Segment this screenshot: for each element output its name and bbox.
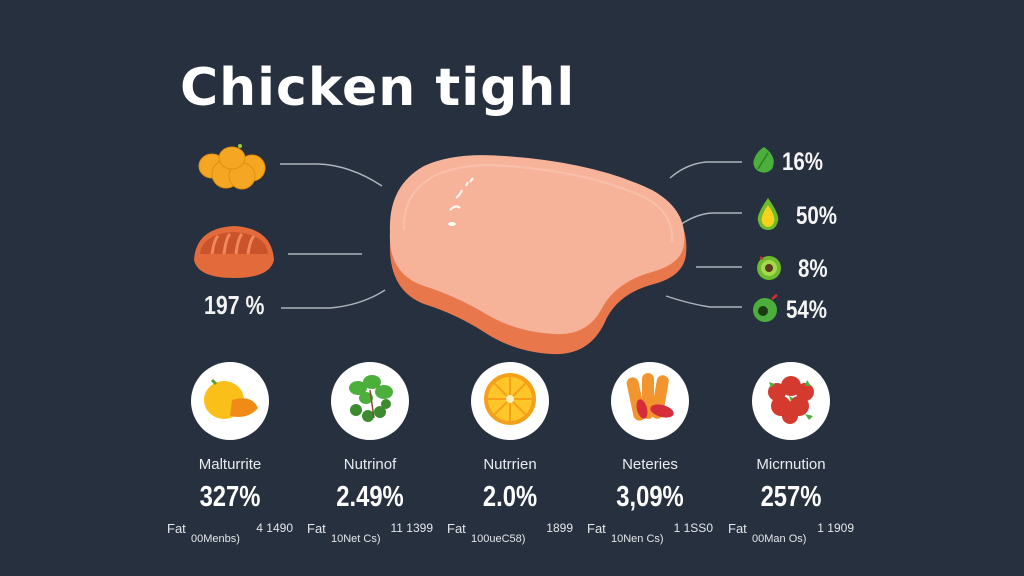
card-value: 3,09% <box>616 481 684 513</box>
card-subtext: 00Menbs) <box>191 533 240 545</box>
nutrient-card: Malturrite 327% Fat 4 1490 00Menbs) <box>155 362 305 547</box>
bread-loaf-icon <box>192 224 276 280</box>
card-label: Micrnution <box>756 456 826 473</box>
dried-apricot-icon <box>196 142 268 194</box>
card-label: Neteries <box>622 456 678 473</box>
chicken-thigh-illustration <box>384 154 694 364</box>
card-fat-value: 4 1490 <box>256 521 293 535</box>
card-subtext: 10Net Cs) <box>331 533 381 545</box>
green-pepper-icon <box>752 293 780 328</box>
leaf-icon <box>752 145 776 180</box>
nutrient-card: Neteries 3,09% Fat 1 1SS0 10Nen Cs) <box>575 362 725 547</box>
card-fat-label: Fat <box>307 521 326 536</box>
card-icon-circle <box>611 362 689 440</box>
right-percentage-leaf: 16% <box>782 148 824 176</box>
card-subtext: 100ueC58) <box>471 533 526 545</box>
right-callout-pepper: 54% <box>752 293 836 328</box>
card-fat-value: 1 1909 <box>817 521 854 535</box>
raspberry-icon <box>761 372 821 431</box>
card-subtext: 10Nen Cs) <box>611 533 664 545</box>
avocado-icon <box>756 253 782 286</box>
right-percentage-oil: 50% <box>796 202 838 230</box>
nutrient-card: Nutrrien 2.0% Fat 1899 100ueC58) <box>435 362 585 547</box>
card-fat-label: Fat <box>587 521 606 536</box>
oil-drop-icon <box>756 197 780 236</box>
right-percentage-pepper: 54% <box>786 296 828 324</box>
card-meta: Fat 1 1909 00Man Os) <box>728 521 854 547</box>
card-fat-value: 1 1SS0 <box>673 521 713 535</box>
herbs-icon <box>340 372 400 431</box>
left-percentage-label: 197 % <box>204 290 265 320</box>
card-value: 257% <box>760 481 822 513</box>
card-value: 2.0% <box>482 481 538 513</box>
card-fat-label: Fat <box>728 521 747 536</box>
card-meta: Fat 4 1490 00Menbs) <box>167 521 293 547</box>
right-callout-oil: 50% <box>756 197 846 236</box>
right-callout-avocado: 8% <box>756 253 834 286</box>
card-fat-label: Fat <box>447 521 466 536</box>
nutrient-card: Nutrinof 2.49% Fat 11 1399 10Net Cs) <box>295 362 445 547</box>
card-meta: Fat 1899 100ueC58) <box>447 521 573 547</box>
card-label: Malturrite <box>198 456 262 473</box>
card-label: Nutrrien <box>483 456 537 473</box>
right-callout-leaf: 16% <box>752 145 832 180</box>
card-meta: Fat 11 1399 10Net Cs) <box>307 521 433 547</box>
card-label: Nutrinof <box>343 456 397 473</box>
card-icon-circle <box>471 362 549 440</box>
card-meta: Fat 1 1SS0 10Nen Cs) <box>587 521 713 547</box>
card-subtext: 00Man Os) <box>752 533 807 545</box>
card-icon-circle <box>331 362 409 440</box>
right-percentage-avocado: 8% <box>798 255 828 283</box>
nutrient-card: Micrnution 257% Fat 1 1909 00Man Os) <box>716 362 866 547</box>
mango-icon <box>200 374 260 429</box>
card-fat-value: 11 1399 <box>390 521 434 535</box>
card-value: 327% <box>199 481 261 513</box>
card-value: 2.49% <box>336 481 404 513</box>
card-fat-value: 1899 <box>546 521 573 535</box>
sweet-potato-icon <box>620 369 680 434</box>
card-fat-label: Fat <box>167 521 186 536</box>
orange-slice-icon <box>482 371 538 432</box>
card-icon-circle <box>191 362 269 440</box>
card-icon-circle <box>752 362 830 440</box>
page-title: Chicken tighl <box>180 58 576 118</box>
